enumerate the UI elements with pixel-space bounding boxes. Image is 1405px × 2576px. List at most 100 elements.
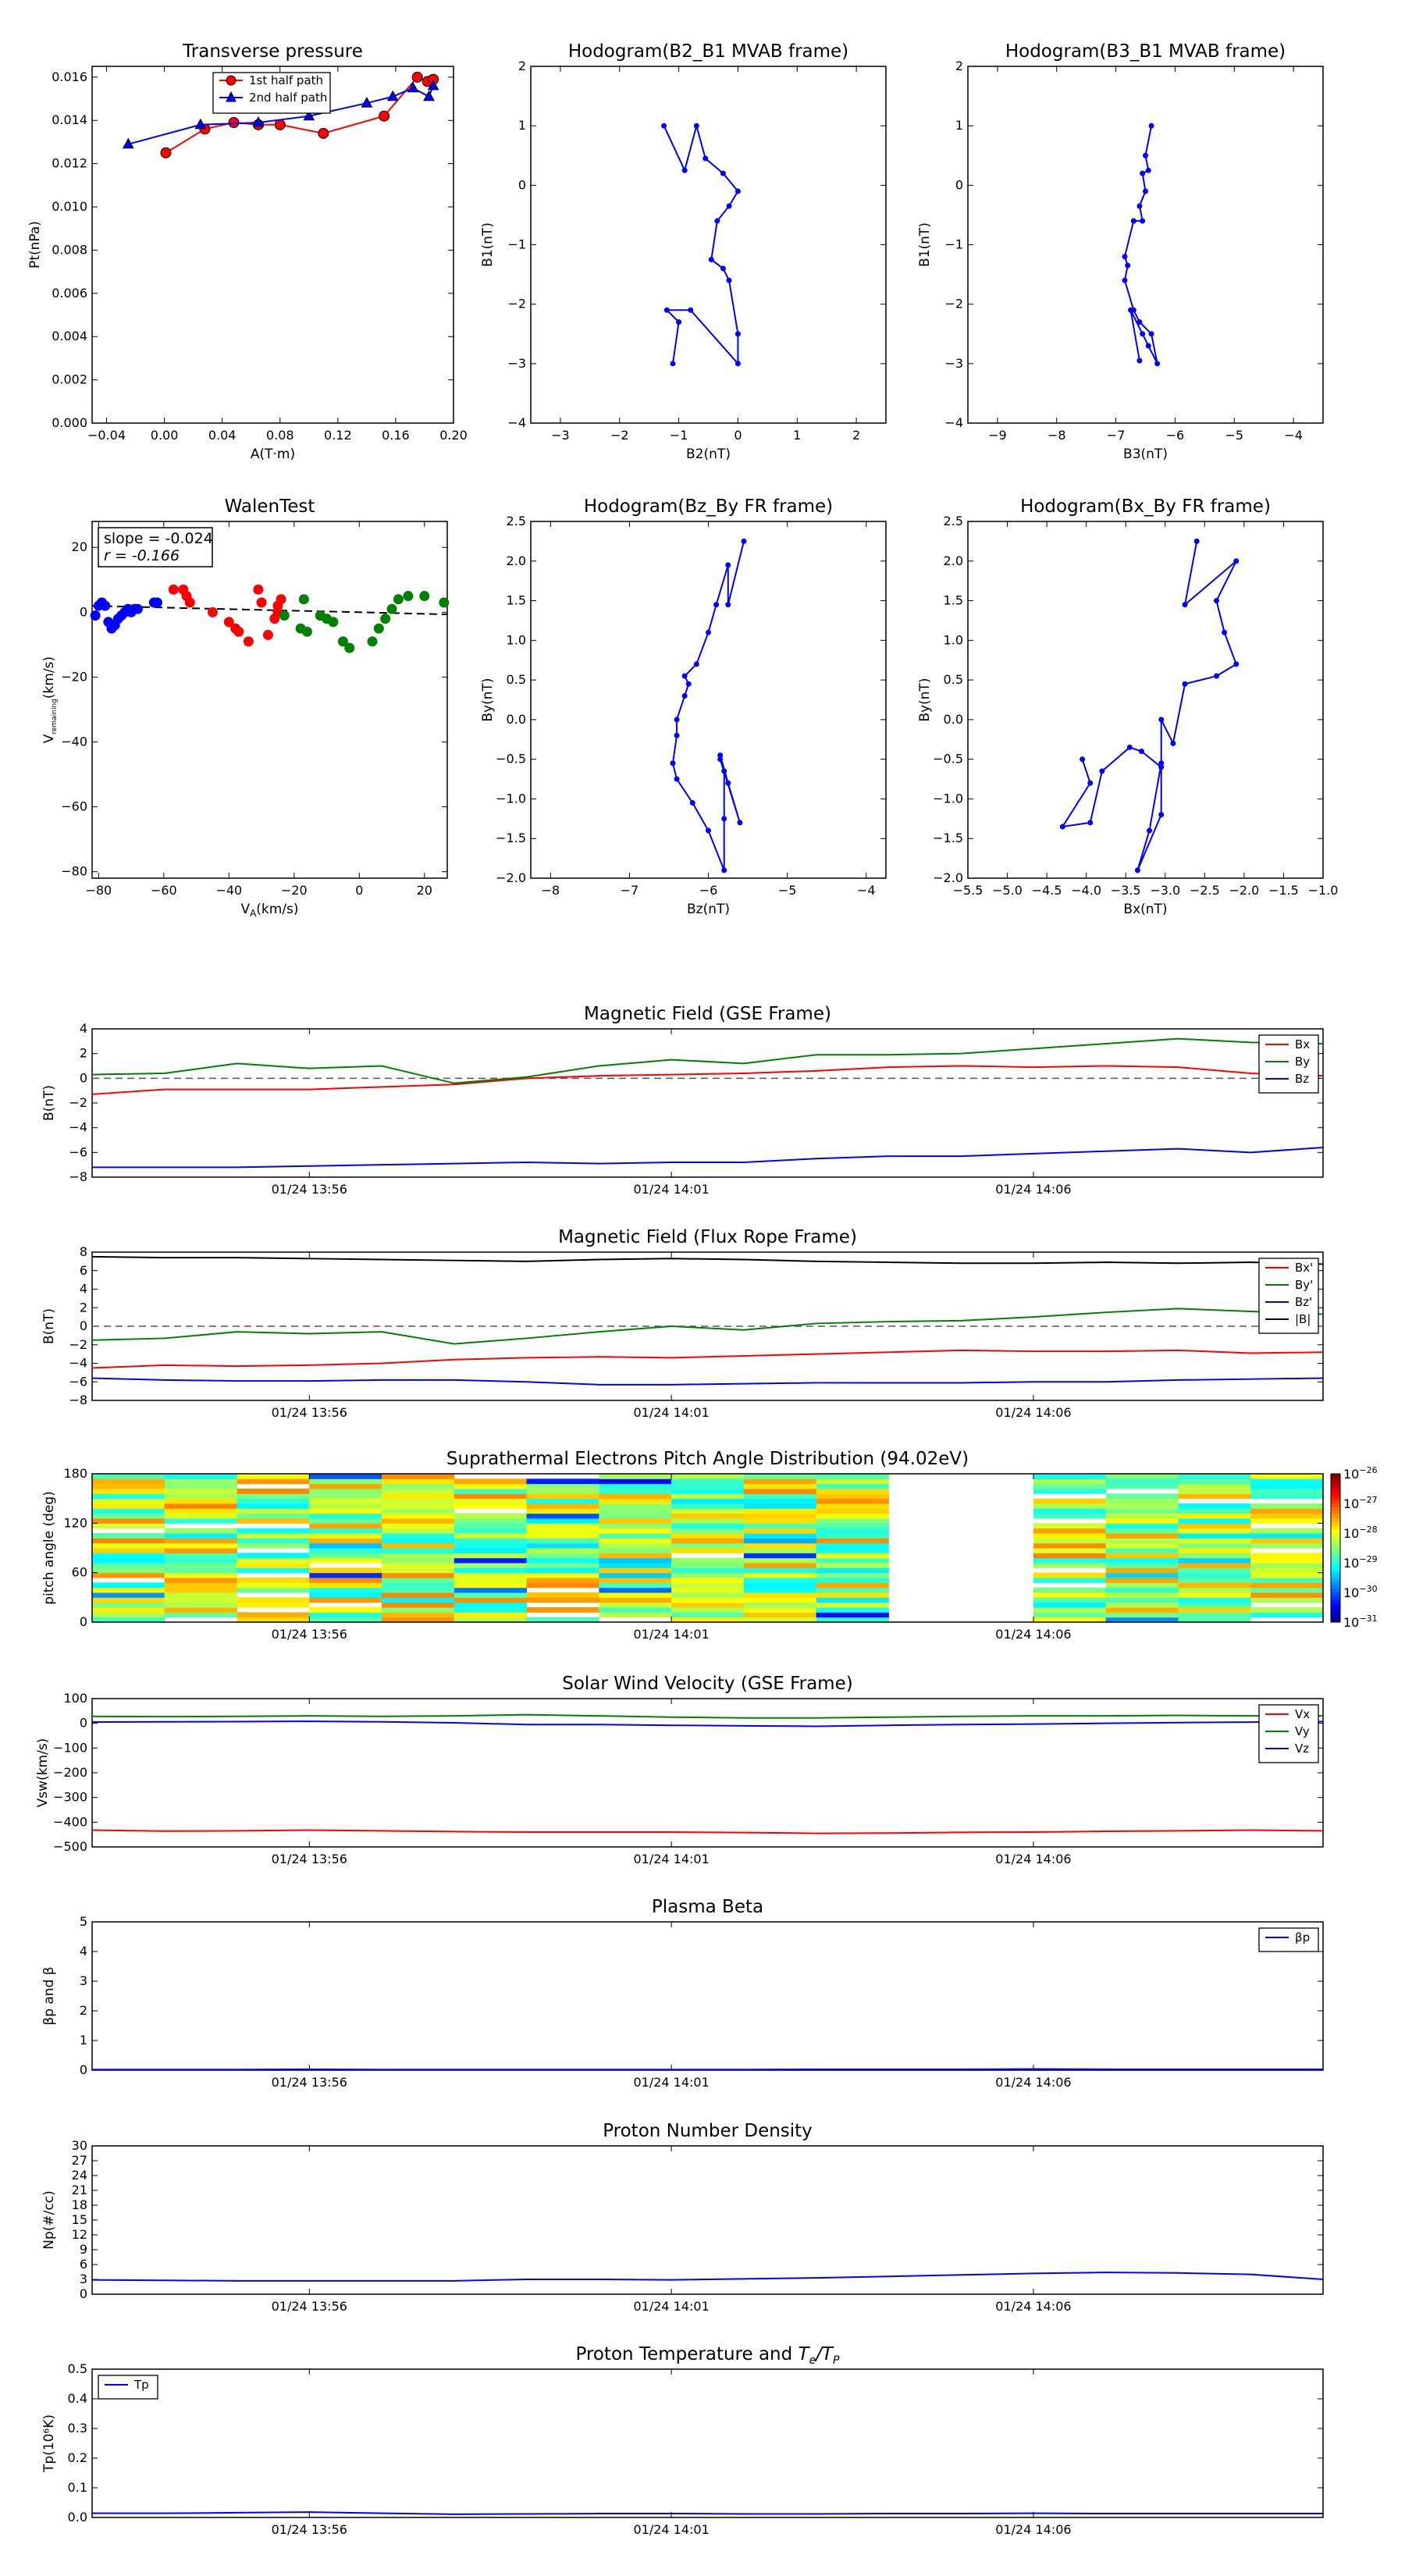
y-tick-label: 4 — [80, 1282, 87, 1297]
y-tick-label: −300 — [53, 1790, 87, 1805]
y-tick-label: 0.0 — [68, 2510, 87, 2524]
data-point — [279, 610, 290, 621]
x-axis-label: Bx(nT) — [1123, 902, 1167, 917]
heatmap-cell — [1250, 1597, 1324, 1603]
heatmap-cell — [309, 1498, 382, 1504]
heatmap-cell — [309, 1489, 382, 1494]
heatmap-cell — [1250, 1513, 1324, 1519]
heatmap-cell — [816, 1617, 889, 1623]
heatmap-cell — [454, 1478, 528, 1485]
data-point — [1140, 170, 1146, 176]
chart-title: Plasma Beta — [652, 1897, 763, 1917]
y-tick-label: 0.0 — [507, 712, 526, 727]
data-point — [90, 610, 101, 621]
heatmap-cell — [164, 1474, 238, 1479]
y-tick-label: 2.5 — [944, 514, 963, 528]
heatmap-cell — [454, 1572, 528, 1578]
y-tick-label: 18 — [72, 2197, 87, 2212]
colorbar-segment — [1331, 1607, 1340, 1612]
y-axis-label: B(nT) — [41, 1308, 57, 1344]
heatmap-cell — [671, 1538, 745, 1544]
colorbar-segment — [1331, 1492, 1340, 1496]
heatmap-cell — [309, 1557, 382, 1564]
heatmap-cell — [164, 1557, 238, 1564]
heatmap-cell — [526, 1617, 599, 1623]
data-point — [726, 203, 732, 209]
heatmap-cell — [1250, 1538, 1324, 1544]
plot-frame — [91, 1921, 1324, 2071]
x-tick-label: 1 — [793, 428, 801, 443]
heatmap-cell — [309, 1587, 382, 1593]
data-point — [735, 331, 741, 337]
heatmap-cell — [526, 1513, 599, 1519]
plot-frame — [530, 66, 887, 424]
heatmap-cell — [816, 1582, 889, 1589]
y-tick-label: −3 — [507, 356, 526, 371]
heatmap-cell — [309, 1483, 382, 1489]
heatmap-cell — [1178, 1538, 1251, 1544]
heatmap-cell — [164, 1489, 238, 1494]
x-tick-label: 01/24 13:56 — [272, 2299, 347, 2314]
heatmap-cell — [1250, 1612, 1324, 1618]
data-point — [1138, 749, 1144, 755]
series-line-vx — [91, 1829, 1324, 1834]
heatmap-cell — [454, 1582, 528, 1589]
heatmap-cell — [671, 1617, 745, 1623]
colorbar-segment — [1331, 1599, 1340, 1604]
heatmap-cell — [164, 1483, 238, 1489]
data-point — [674, 732, 680, 738]
chart-bgse: Magnetic Field (GSE Frame) 01/24 13:56 01/… — [41, 1004, 1324, 1197]
heatmap-cell — [1105, 1508, 1179, 1514]
colorbar-label: 10−27 — [1343, 1495, 1378, 1511]
heatmap-cell — [526, 1483, 599, 1489]
heatmap-cell — [526, 1567, 599, 1574]
x-tick-label: −6 — [699, 883, 718, 898]
data-point — [274, 119, 286, 130]
heatmap-cell — [743, 1538, 817, 1544]
data-point — [1147, 827, 1153, 834]
plot-frame — [91, 521, 448, 879]
chart-tp: Transverse pressure −0.04 0.00 0.04 0.08 0.12… — [27, 41, 468, 462]
colorbar-label: 10−28 — [1343, 1525, 1378, 1541]
heatmap-cell — [743, 1503, 817, 1509]
data-point — [1122, 277, 1128, 283]
colorbar-label: 10−26 — [1343, 1465, 1378, 1482]
x-tick-label: 0 — [355, 883, 363, 898]
heatmap-cell — [1033, 1523, 1107, 1529]
y-tick-label: −1 — [944, 237, 963, 252]
heatmap-cell — [1178, 1597, 1251, 1603]
heatmap-cell — [599, 1587, 672, 1593]
heatmap-cell — [382, 1582, 455, 1589]
data-point — [726, 277, 732, 283]
y-tick-label: 3 — [80, 2272, 87, 2286]
heatmap-cell — [1178, 1572, 1251, 1578]
heatmap-cell — [454, 1617, 528, 1623]
heatmap-cell — [454, 1592, 528, 1598]
x-tick-label: 0.20 — [439, 428, 468, 443]
heatmap-cell — [671, 1592, 745, 1598]
data-point — [1136, 203, 1143, 209]
data-point — [132, 603, 143, 614]
heatmap-cell — [1250, 1578, 1324, 1583]
colorbar-segment — [1331, 1481, 1340, 1485]
colorbar-segment — [1331, 1614, 1340, 1619]
heatmap-cell — [164, 1493, 238, 1500]
heatmap-cell — [743, 1528, 817, 1534]
heatmap-cell — [671, 1508, 745, 1514]
heatmap-cell — [382, 1572, 455, 1578]
heatmap-cell — [526, 1582, 599, 1589]
y-tick-label: 1.0 — [944, 632, 963, 647]
x-axis-label: B2(nT) — [686, 447, 731, 462]
chart-beta: Plasma Beta 01/24 13:56 01/24 14:01 01/24 1… — [41, 1897, 1324, 2090]
heatmap-cell — [454, 1498, 528, 1504]
heatmap-cell — [743, 1478, 817, 1485]
y-tick-label: 100 — [63, 1691, 87, 1706]
data-point — [303, 109, 315, 121]
data-point — [361, 97, 373, 108]
x-tick-label: 0.08 — [266, 428, 294, 443]
data-point — [725, 780, 731, 786]
x-tick-label: 0.04 — [208, 428, 237, 443]
x-tick-label: −20 — [281, 883, 308, 898]
heatmap-cell — [1033, 1538, 1107, 1544]
data-point — [693, 123, 699, 129]
